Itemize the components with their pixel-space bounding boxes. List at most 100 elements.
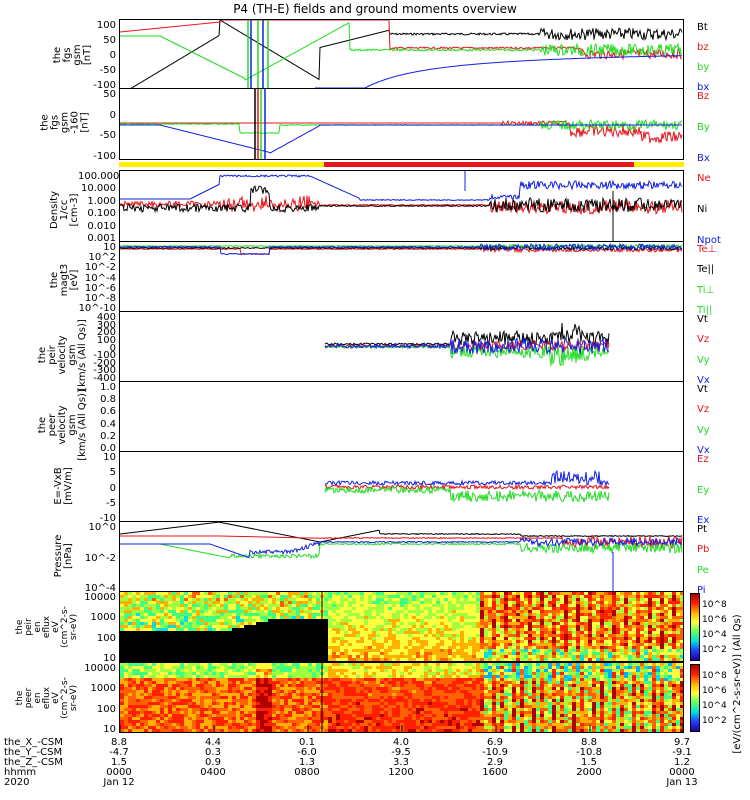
peir-spec-cell [128,598,132,601]
peir-spec-cell [304,652,308,655]
peir-spec-cell [348,655,352,658]
peir-spec-cell [456,655,460,658]
peer-spec-cell [336,672,340,675]
peer-spec-cell [236,699,240,702]
peir-spec-cell [472,649,476,652]
peir-spec-cell [336,658,340,661]
peir-spec-cell [264,598,268,601]
peir-spec-cell [400,628,404,631]
peer-spec-cell [156,672,160,675]
peer-spec-cell [364,675,368,678]
peir-spec-cell [388,598,392,601]
peir-spec-cell [132,613,136,616]
peer-spec-cell [216,717,220,720]
peir-spec-cell [368,604,372,607]
peir-spec-cell [456,613,460,616]
peir-spec-cell [476,631,480,634]
peir-spec-cell [596,622,600,625]
series-Pe [120,542,683,560]
peer-spec-cell [180,687,184,690]
peir-spec-cell [444,601,448,604]
peer-spec-cell [344,690,348,693]
peir-spec-cell [520,595,524,598]
peir-spec-cell [412,622,416,625]
peir-spec-cell [360,646,364,649]
peer-spec-cell [376,693,380,696]
peer-spec-cell [232,711,236,714]
peir-spec-cell [224,628,228,631]
peir-spec-cell [224,610,228,613]
peer-spec-cell [140,699,144,702]
peir-spec-cell [652,655,656,658]
peir-spec-cell [504,604,508,607]
peer-spec-cell [300,681,304,684]
peer-spec-cell [184,678,188,681]
peir-spec-cell [492,604,496,607]
peir-spec-cell [164,607,168,610]
peer-spec-cell [152,684,156,687]
peir-spec-cell [392,655,396,658]
peir-spec-cell [480,607,484,610]
peir-spec-cell [360,652,364,655]
peir-spec-cell [460,604,464,607]
peir-spec-cell [544,601,548,604]
peir-spec-cell [236,646,240,649]
peer-spec-cell [168,678,172,681]
peir-spec-cell [456,649,460,652]
peer-spec-cell [200,663,204,666]
peir-spec-cell [224,637,228,640]
peir-spec-cell [236,616,240,619]
peir-spec-cell [252,619,256,622]
peir-spec-cell [488,598,492,601]
peir-spec-cell [596,610,600,613]
peir-spec-cell [296,625,300,628]
peer-spec-cell [328,711,332,714]
peir-spec-cell [464,622,468,625]
peir-spec-cell [592,619,596,622]
peir-spec-cell [304,655,308,658]
peir-spec-cell [356,646,360,649]
peer-spec-cell [388,696,392,699]
peir-spec-cell [528,637,532,640]
peir-spec-cell [520,631,524,634]
peir-spec-cell [500,592,504,595]
peer-spec-cell [212,681,216,684]
peir-spec-cell [280,604,284,607]
peir-spec-cell [400,658,404,661]
peer-spec-cell [244,711,248,714]
peer-spec-cell [284,699,288,702]
peir-spec-cell [280,622,284,625]
peer-spec-cell [152,666,156,669]
peer-spec-cell [136,663,140,666]
peir-spec-cell [308,658,312,661]
peer-spec-cell [380,708,384,711]
peir-spec-cell [628,595,632,598]
peer-spec-cell [332,678,336,681]
peir-spec-cell [168,598,172,601]
peer-spec-cell [132,693,136,696]
peir-spec-cell [608,634,612,637]
peir-spec-cell [608,637,612,640]
peer-spec-cell [244,705,248,708]
peer-spec-cell [164,681,168,684]
peer-spec-cell [316,708,320,711]
peer-spec-cell [212,690,216,693]
peer-spec-cell [212,720,216,723]
peer-spectrogram-panel [119,662,684,733]
peer-spec-cell [156,717,160,720]
peer-spec-cell [388,663,392,666]
peer-spec-cell [124,690,128,693]
peer-spec-cell [208,663,212,666]
peir-spec-cell [556,646,560,649]
peir-spec-cell [316,652,320,655]
peir-spec-cell [312,643,316,646]
peer-spec-cell [136,693,140,696]
peer-spec-cell [224,726,228,729]
peir-spec-cell [492,649,496,652]
peir-spec-cell [404,643,408,646]
peir-spec-cell [468,655,472,658]
peer-spec-cell [284,675,288,678]
peer-spec-cell [196,687,200,690]
peir-spec-cell [580,607,584,610]
peir-spec-cell [128,640,132,643]
